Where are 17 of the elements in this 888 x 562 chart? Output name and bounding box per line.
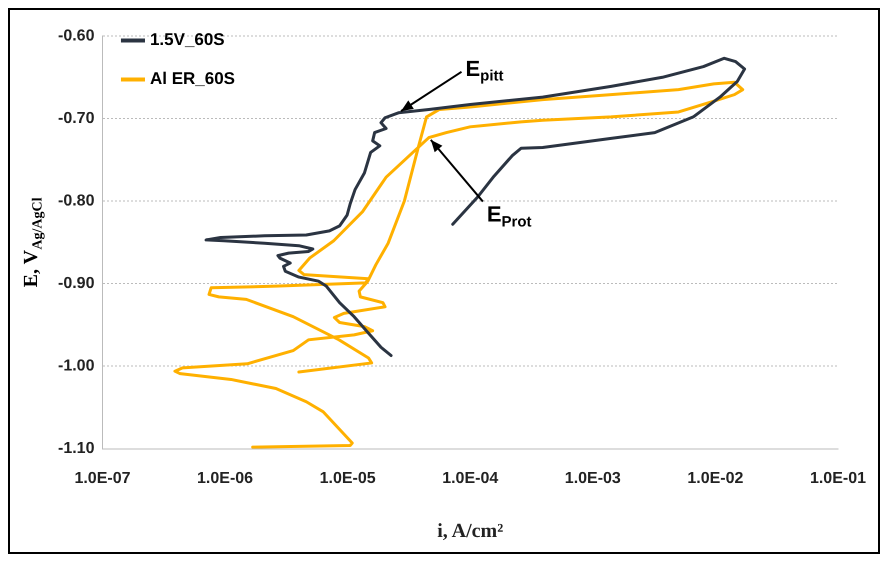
- x-tick-label: 1.0E-03: [564, 470, 621, 487]
- y-tick-label: -0.90: [58, 275, 95, 292]
- y-axis-title: E, VAg/AgCl: [20, 197, 46, 288]
- x-tick-label: 1.0E-04: [442, 470, 498, 487]
- x-tick-label: 1.0E-02: [687, 470, 744, 487]
- legend-label: Al ER_60S: [150, 69, 236, 88]
- x-tick-label: 1.0E-07: [74, 470, 131, 487]
- x-tick-label: 1.0E-06: [197, 470, 254, 487]
- y-tick-label: -0.70: [58, 110, 95, 127]
- y-tick-label: -1.10: [58, 440, 95, 458]
- x-tick-label: 1.0E-05: [320, 470, 376, 487]
- x-axis-title: i, A/cm²: [437, 520, 504, 542]
- legend-label: 1.5V_60S: [150, 30, 225, 50]
- x-tick-label: 1.0E-01: [810, 470, 866, 487]
- y-tick-label: -0.80: [58, 192, 95, 210]
- y-tick-label: -1.00: [58, 358, 95, 375]
- y-tick-label: -0.60: [58, 27, 95, 44]
